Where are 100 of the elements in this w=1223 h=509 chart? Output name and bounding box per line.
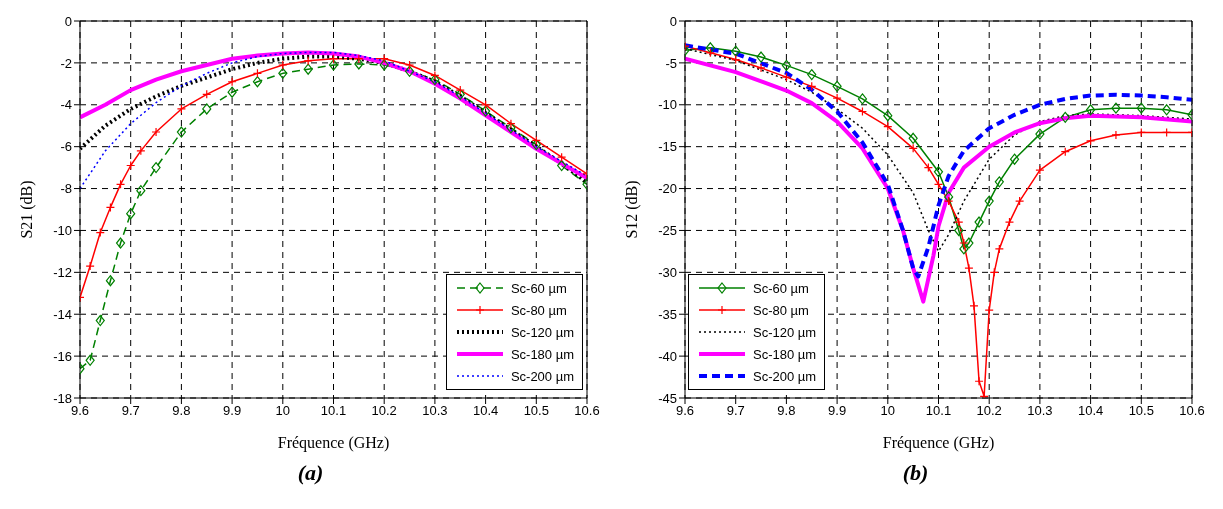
x-tick-label: 9.9	[828, 403, 847, 419]
y-tick-label: -2	[60, 55, 72, 71]
point	[151, 162, 161, 174]
point	[781, 59, 791, 71]
x-tick-label: 9.8	[777, 403, 796, 419]
y-tick-label: -15	[658, 139, 677, 155]
point	[1086, 104, 1096, 116]
y-tick-label: -10	[658, 97, 677, 113]
point	[1035, 128, 1045, 140]
point	[944, 191, 954, 203]
point	[959, 243, 969, 255]
y-tick-label: 0	[669, 13, 677, 29]
x-tick-label: 9.7	[726, 403, 745, 419]
y-tick-label: -40	[658, 348, 677, 364]
y-tick-label: -10	[53, 223, 72, 239]
point	[969, 301, 979, 311]
point	[832, 93, 842, 103]
point	[954, 217, 964, 227]
y-axis-title: S12 (dB)	[622, 180, 641, 239]
legend-label: Sc-60 µm	[510, 280, 567, 296]
point	[136, 146, 146, 156]
point	[807, 69, 817, 81]
x-tick-label: 10.2	[976, 403, 1002, 419]
point	[176, 126, 186, 138]
point	[303, 63, 313, 75]
point	[252, 76, 263, 88]
point	[430, 70, 440, 81]
point	[176, 104, 186, 114]
y-tick-label: -14	[53, 306, 72, 322]
legend-label: Sc-180 µm	[510, 346, 574, 362]
x-tick-label: 10.5	[523, 403, 549, 419]
y-tick-label: -30	[658, 264, 677, 280]
point	[481, 105, 491, 117]
point	[705, 42, 715, 54]
point	[1015, 196, 1025, 206]
point	[354, 54, 364, 64]
point	[85, 354, 95, 366]
legend-label: Sc-120 µm	[510, 324, 574, 340]
legend-label: Sc-60 µm	[753, 280, 809, 296]
point	[506, 122, 516, 134]
point	[933, 166, 944, 178]
y-tick-label: -16	[53, 348, 72, 364]
point	[328, 59, 339, 71]
text: (b)	[901, 460, 930, 486]
point	[964, 237, 974, 249]
x-tick-label: 10.6	[1179, 403, 1205, 419]
point	[95, 314, 105, 327]
y-tick-label: -45	[658, 390, 677, 406]
point	[756, 51, 766, 63]
point	[781, 72, 791, 82]
legend-label: Sc-200 µm	[510, 368, 574, 384]
point	[278, 60, 288, 70]
point	[430, 74, 440, 86]
point	[1136, 102, 1146, 114]
y-tick-label: -6	[60, 139, 72, 155]
x-tick-label: 9.9	[223, 403, 242, 419]
point	[964, 263, 974, 273]
point	[1004, 217, 1015, 227]
x-tick-label: 10.4	[1077, 403, 1104, 419]
x-tick-label: 10.4	[472, 403, 499, 419]
point	[455, 85, 465, 95]
point	[531, 138, 541, 151]
point	[984, 195, 994, 207]
point	[731, 45, 741, 57]
x-tick-label: 10	[880, 403, 896, 419]
point	[136, 185, 146, 197]
point	[1009, 153, 1020, 165]
point	[404, 60, 415, 70]
y-tick-label: -8	[60, 181, 72, 197]
point	[126, 208, 136, 220]
point	[557, 159, 567, 172]
legend-label: Sc-200 µm	[753, 368, 817, 384]
y-tick-label: 0	[64, 13, 72, 29]
point	[974, 216, 984, 228]
point	[354, 58, 364, 70]
point	[944, 196, 954, 206]
x-axis-title: Fréquence (GHz)	[882, 434, 995, 452]
point	[994, 244, 1004, 254]
x-tick-label: 10.1	[925, 403, 952, 419]
point	[151, 127, 161, 137]
point	[85, 261, 95, 271]
legend-label: Sc-180 µm	[753, 346, 817, 362]
point	[227, 86, 237, 98]
x-tick-label: 10.3	[422, 403, 448, 419]
point	[1162, 104, 1172, 116]
point	[959, 238, 969, 248]
point	[984, 305, 994, 315]
x-tick-label: 10.2	[371, 403, 397, 419]
x-tick-label: 9.6	[675, 403, 695, 419]
y-tick-label: -4	[60, 97, 72, 113]
x-tick-label: 9.7	[121, 403, 140, 419]
x-tick-label: 10.3	[1027, 403, 1053, 419]
point	[557, 152, 567, 162]
x-tick-label: 10.6	[574, 403, 600, 419]
y-tick-label: -25	[658, 223, 677, 239]
point	[1035, 165, 1045, 175]
point	[105, 275, 116, 287]
point	[455, 88, 465, 100]
point	[994, 176, 1004, 188]
text: (a)	[296, 460, 325, 486]
